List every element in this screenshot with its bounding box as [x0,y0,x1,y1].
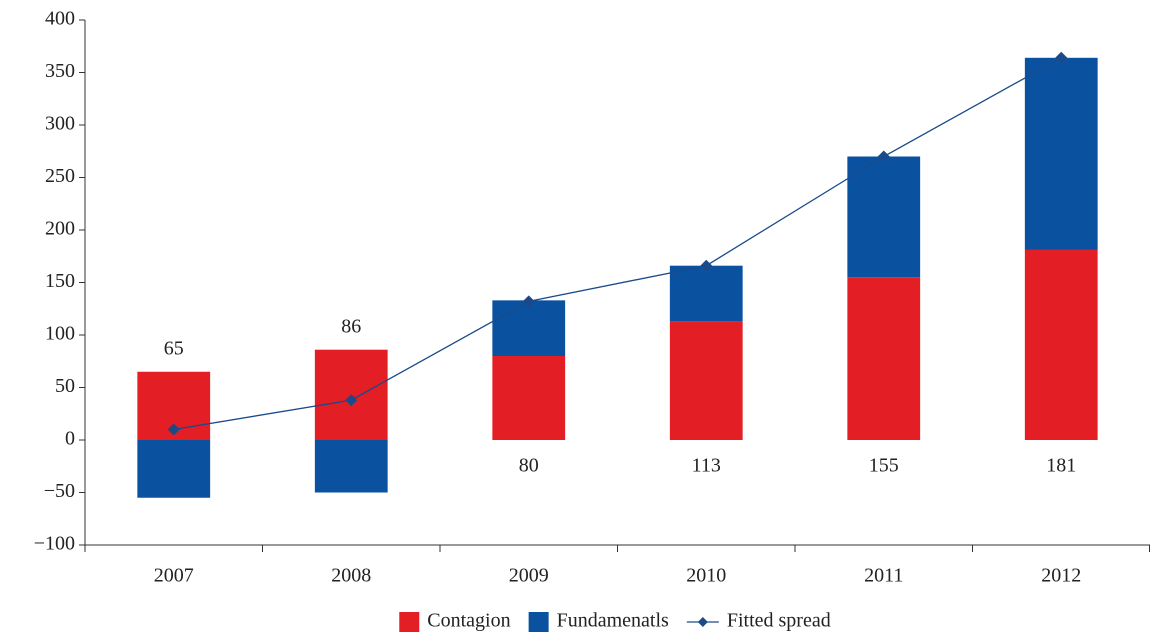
bar-segment [847,277,921,440]
bar-segment [1024,57,1098,250]
bar-segment [669,265,743,322]
legend-label: Fundamenatls [557,610,669,632]
y-tick-label: 0 [65,428,75,450]
line-marker [167,423,180,436]
x-tick-label: 2012 [1041,565,1081,587]
data-label: 155 [869,455,899,477]
y-tick-label: 400 [45,8,75,30]
legend-swatch [528,612,549,632]
line-marker [522,295,535,308]
bar-segment [847,156,921,278]
data-label: 86 [341,315,361,337]
y-tick-label: 350 [45,60,75,82]
bar-segment [669,321,743,440]
bar-segment [492,356,566,440]
y-tick-label: −50 [44,480,75,502]
data-label: 181 [1046,455,1076,477]
data-label: 80 [519,455,539,477]
line-marker [877,150,890,163]
y-tick-label: 100 [45,323,75,345]
y-tick-label: 200 [45,218,75,240]
y-tick-label: 150 [45,270,75,292]
x-tick-label: 2011 [864,565,903,587]
bar-segment [492,300,566,356]
line-marker [345,394,358,407]
line-marker [700,259,713,272]
y-tick-label: −100 [34,533,75,555]
data-label: 113 [692,455,721,477]
x-tick-label: 2009 [509,565,549,587]
bar-segment [314,440,388,493]
bar-segment [1024,249,1098,440]
x-tick-label: 2008 [331,565,371,587]
line-marker [1055,51,1068,64]
legend-swatch [399,612,420,632]
legend-label: Fitted spread [727,610,831,632]
x-tick-label: 2007 [154,565,194,587]
legend: Contagion Fundamenatls Fitted spread [399,610,831,632]
data-label: 65 [164,337,184,359]
y-tick-label: 250 [45,165,75,187]
x-tick-label: 2010 [686,565,726,587]
bar-segment [137,440,211,498]
line [173,57,1062,431]
legend-label: Contagion [427,610,510,632]
y-tick-label: 50 [55,375,75,397]
legend-swatch [697,617,708,627]
y-tick-label: 300 [45,113,75,135]
